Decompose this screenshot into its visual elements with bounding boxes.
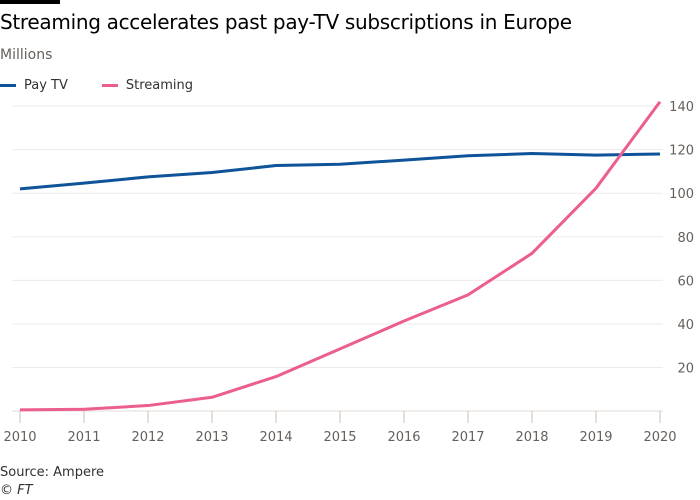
x-tick-label: 2017 <box>451 430 484 445</box>
legend-item-streaming: Streaming <box>101 78 194 93</box>
x-tick-label: 2016 <box>387 430 420 445</box>
series-line-streaming <box>19 100 662 412</box>
y-tick-label: 80 <box>677 231 694 246</box>
legend: Pay TV Streaming <box>0 78 193 93</box>
source-note: Source: Ampere <box>0 465 105 480</box>
copyright: © FT <box>0 483 33 498</box>
x-tick-label: 2012 <box>131 430 164 445</box>
x-tick-label: 2015 <box>323 430 356 445</box>
series-line-pay-tv <box>19 152 661 191</box>
y-tick-label: 100 <box>669 187 694 202</box>
legend-swatch-streaming <box>101 84 118 87</box>
legend-item-pay-tv: Pay TV <box>0 78 68 93</box>
y-tick-label: 20 <box>677 361 694 376</box>
x-tick-label: 2014 <box>259 430 292 445</box>
legend-label-pay-tv: Pay TV <box>24 78 68 93</box>
brand-bar <box>0 0 60 4</box>
x-tick-label: 2019 <box>579 430 612 445</box>
x-tick-label: 2013 <box>195 430 228 445</box>
y-tick-label: 120 <box>669 144 694 159</box>
y-tick-label: 140 <box>669 100 694 115</box>
y-tick-label: 40 <box>677 318 694 333</box>
x-tick-label: 2018 <box>515 430 548 445</box>
x-tick-label: 2020 <box>643 430 676 445</box>
chart-subtitle: Millions <box>0 47 53 63</box>
line-chart: 20 40 60 80 100 120 140 2010 2011 2012 2013 2014 201… <box>3 100 694 445</box>
legend-label-streaming: Streaming <box>125 78 194 93</box>
x-tick-label: 2011 <box>67 430 100 445</box>
chart-title: Streaming accelerates past pay-TV subscr… <box>0 10 572 34</box>
legend-swatch-pay-tv <box>0 84 16 87</box>
y-tick-label: 60 <box>677 274 694 289</box>
x-tick-label: 2010 <box>3 430 36 445</box>
